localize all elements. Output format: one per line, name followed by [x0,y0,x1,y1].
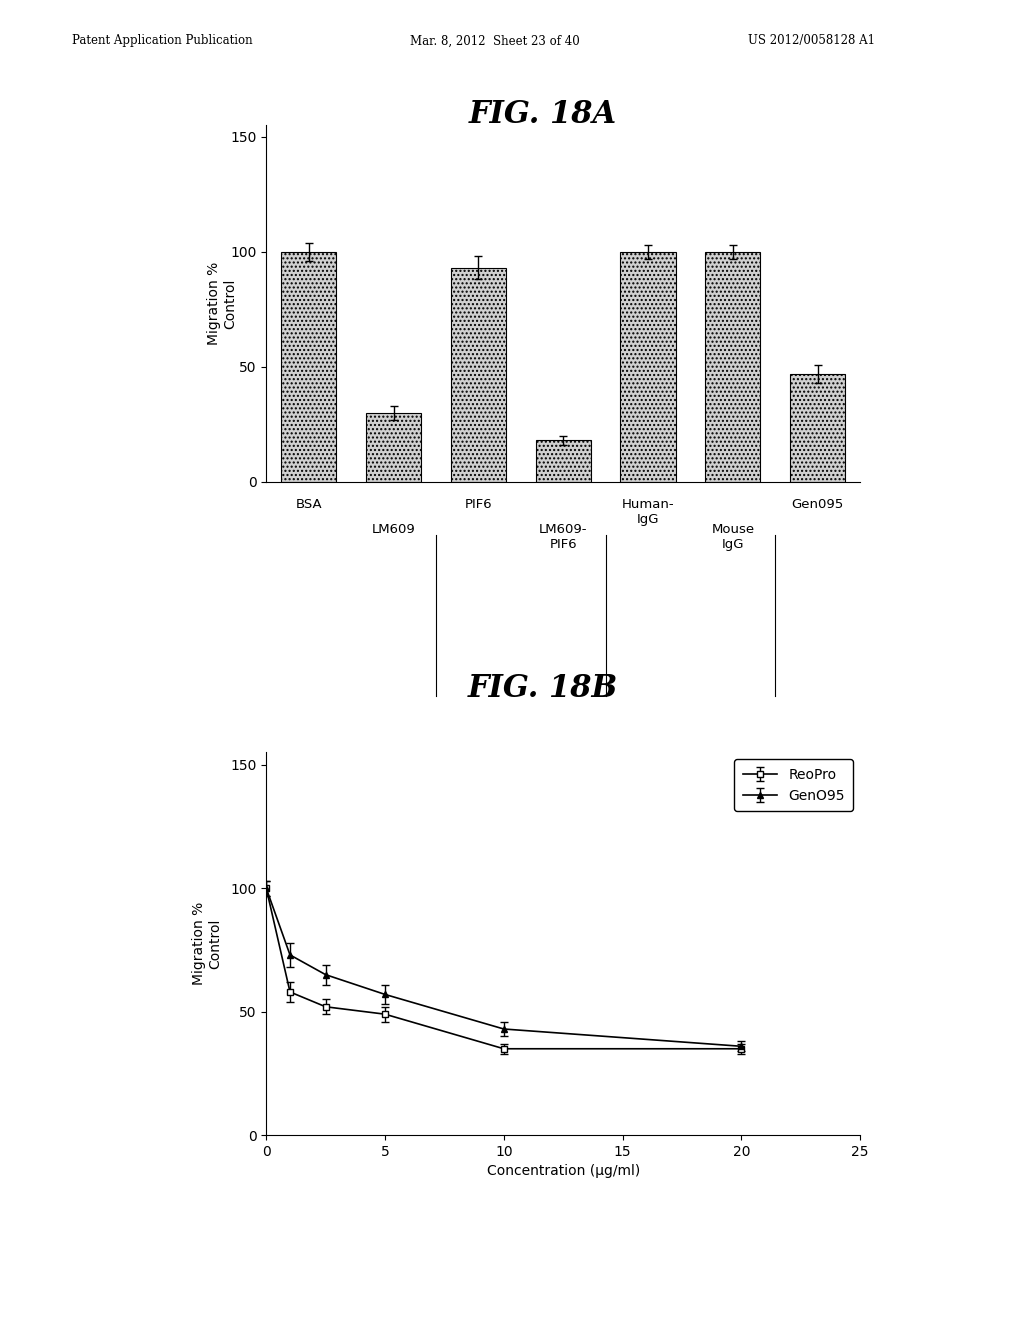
Bar [706,252,761,482]
Text: Gen095: Gen095 [792,499,844,511]
Text: BSA: BSA [295,499,322,511]
Text: Human-
IgG: Human- IgG [622,499,675,527]
Text: Mar. 8, 2012  Sheet 23 of 40: Mar. 8, 2012 Sheet 23 of 40 [410,34,580,48]
Bar [791,374,845,482]
Y-axis label: Migration %
Control: Migration % Control [207,261,237,346]
Y-axis label: Migration %
Control: Migration % Control [191,902,222,986]
Text: FIG. 18A: FIG. 18A [469,99,616,129]
Text: FIG. 18B: FIG. 18B [468,673,617,704]
X-axis label: Concentration (μg/ml): Concentration (μg/ml) [486,1164,640,1179]
Text: Mouse
IgG: Mouse IgG [712,524,755,552]
Text: LM609: LM609 [372,524,416,536]
Legend: ReoPro, GenO95: ReoPro, GenO95 [734,759,853,810]
Bar [281,252,336,482]
Bar [621,252,676,482]
Text: Patent Application Publication: Patent Application Publication [72,34,252,48]
Bar [451,268,506,482]
Bar [366,413,421,482]
Text: LM609-
PIF6: LM609- PIF6 [539,524,588,552]
Text: PIF6: PIF6 [465,499,493,511]
Text: US 2012/0058128 A1: US 2012/0058128 A1 [748,34,874,48]
Bar [536,441,591,482]
